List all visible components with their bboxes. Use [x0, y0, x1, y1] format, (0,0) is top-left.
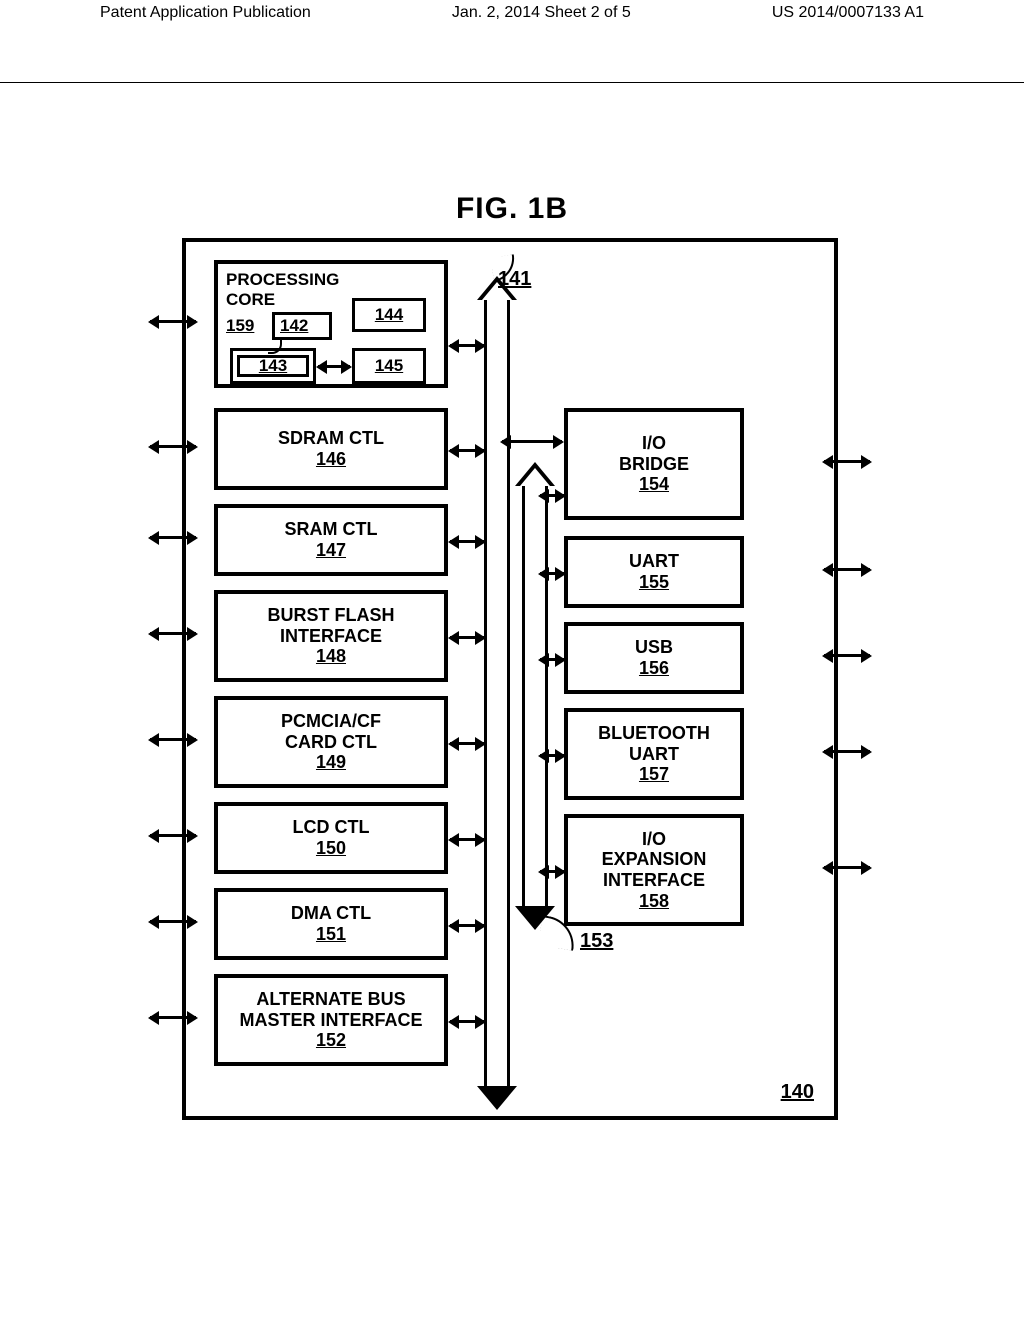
page-header: Patent Application Publication Jan. 2, 2… [0, 0, 1024, 28]
inner-145-box: 145 [352, 348, 426, 384]
block-ref: 155 [639, 572, 669, 593]
left-block-151: DMA CTL151 [214, 888, 448, 960]
ext-harr-right-156 [824, 654, 870, 657]
block-label: ALTERNATE BUS MASTER INTERFACE [239, 989, 422, 1030]
right-block-158: I/O EXPANSION INTERFACE158 [564, 814, 744, 926]
ref-142: 142 [280, 316, 308, 336]
harr-left-149 [450, 742, 484, 745]
harr-right-156 [540, 658, 564, 661]
left-block-148: BURST FLASH INTERFACE148 [214, 590, 448, 682]
bus-153 [522, 482, 548, 910]
ref-144: 144 [375, 305, 403, 325]
block-ref: 148 [316, 646, 346, 667]
block-label: USB [635, 637, 673, 658]
ext-harr-left-148 [150, 632, 196, 635]
harr-right-155 [540, 572, 564, 575]
block-label: SDRAM CTL [278, 428, 384, 449]
page-header-rule [0, 82, 1024, 83]
harr-141-154 [502, 440, 562, 443]
ref-140: 140 [781, 1081, 814, 1104]
header-center: Jan. 2, 2014 Sheet 2 of 5 [452, 4, 631, 22]
inner-143-inner: 143 [237, 355, 309, 377]
inner-144-box: 144 [352, 298, 426, 332]
block-ref: 158 [639, 891, 669, 912]
figure-title: FIG. 1B [0, 192, 1024, 226]
block-label: BURST FLASH INTERFACE [268, 605, 395, 646]
block-ref: 147 [316, 540, 346, 561]
harr-right-157 [540, 754, 564, 757]
bus-141 [484, 296, 510, 1090]
ref-153: 153 [580, 930, 613, 953]
block-ref: 157 [639, 764, 669, 785]
block-ref: 149 [316, 752, 346, 773]
ref-145: 145 [375, 356, 403, 376]
right-block-155: UART155 [564, 536, 744, 608]
harr-left-146 [450, 449, 484, 452]
block-label: LCD CTL [293, 817, 370, 838]
ext-harr-left-151 [150, 920, 196, 923]
ext-harr-right-154 [824, 460, 870, 463]
block-label: I/O EXPANSION INTERFACE [602, 829, 707, 891]
harr-left-147 [450, 540, 484, 543]
block-label: I/O BRIDGE [619, 433, 689, 474]
block-ref: 146 [316, 449, 346, 470]
block-label: PCMCIA/CF CARD CTL [281, 711, 381, 752]
right-block-157: BLUETOOTH UART157 [564, 708, 744, 800]
left-block-150: LCD CTL150 [214, 802, 448, 874]
harr-153-154 [540, 494, 564, 497]
left-block-146: SDRAM CTL146 [214, 408, 448, 490]
harr-left-151 [450, 924, 484, 927]
chip-outline: PROCESSING CORE 159 142 144 143 145 [182, 238, 838, 1120]
block-ref: 151 [316, 924, 346, 945]
block-ref: 154 [639, 474, 669, 495]
block-ref: 152 [316, 1030, 346, 1051]
harr-right-158 [540, 870, 564, 873]
harr-left-150 [450, 838, 484, 841]
ext-harr-left-150 [150, 834, 196, 837]
harr-143-145 [318, 365, 350, 368]
left-block-149: PCMCIA/CF CARD CTL149 [214, 696, 448, 788]
processing-core-block: PROCESSING CORE 159 142 144 143 145 [214, 260, 448, 388]
ext-harr-left-149 [150, 738, 196, 741]
left-block-152: ALTERNATE BUS MASTER INTERFACE152 [214, 974, 448, 1066]
ref-143: 143 [259, 356, 287, 376]
block-label: DMA CTL [291, 903, 371, 924]
harr-core-bus [450, 344, 484, 347]
block-ref: 156 [639, 658, 669, 679]
ref-159: 159 [226, 316, 254, 336]
block-label: SRAM CTL [285, 519, 378, 540]
ext-harr-left-146 [150, 445, 196, 448]
ext-harr-right-155 [824, 568, 870, 571]
ext-harr-core [150, 320, 196, 323]
processing-core-label: PROCESSING CORE [226, 270, 346, 309]
ext-harr-right-157 [824, 750, 870, 753]
ext-harr-left-147 [150, 536, 196, 539]
block-label: UART [629, 551, 679, 572]
block-ref: 150 [316, 838, 346, 859]
harr-left-152 [450, 1020, 484, 1023]
header-left: Patent Application Publication [100, 4, 311, 22]
harr-left-148 [450, 636, 484, 639]
left-block-147: SRAM CTL147 [214, 504, 448, 576]
ext-harr-right-158 [824, 866, 870, 869]
right-block-156: USB156 [564, 622, 744, 694]
ext-harr-left-152 [150, 1016, 196, 1019]
right-block-154: I/O BRIDGE154 [564, 408, 744, 520]
header-right: US 2014/0007133 A1 [772, 4, 924, 22]
block-label: BLUETOOTH UART [598, 723, 710, 764]
